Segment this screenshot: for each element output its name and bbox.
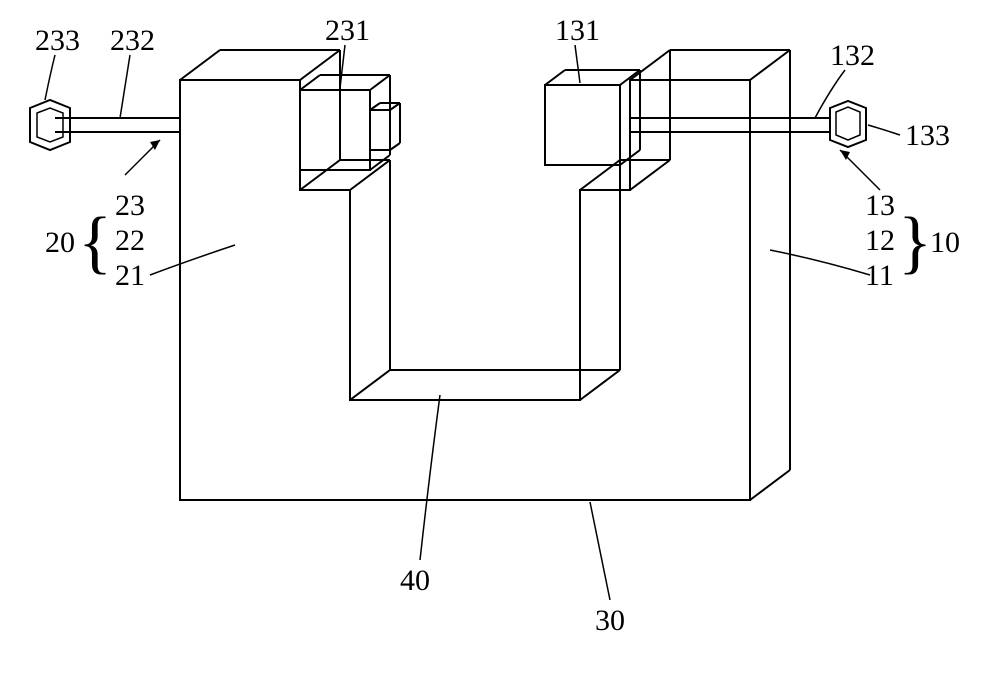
edge [580,370,620,400]
label-131: 131 [555,14,600,47]
edge [630,50,670,80]
brace-right: } [898,204,932,281]
edge [630,160,670,190]
nut-133-inner [836,107,860,140]
edge [390,143,400,150]
label-232: 232 [110,24,155,57]
edge [350,370,390,400]
label-12: 12 [865,224,895,257]
label-13: 13 [865,189,895,222]
edge [180,50,220,80]
label-11: 11 [865,259,894,292]
brace-left: { [78,204,112,281]
edge [370,103,380,110]
leader-40 [420,395,440,560]
label-21: 21 [115,259,145,292]
leader-233 [45,55,55,100]
label-231: 231 [325,14,370,47]
label-10: 10 [930,226,960,259]
block-131-front [545,85,620,165]
label-23: 23 [115,189,145,222]
label-133: 133 [905,119,950,152]
edge [370,75,390,90]
leader-133 [868,125,900,135]
leader-131 [575,45,580,83]
block-231-front [300,90,370,170]
leader-11 [770,250,870,275]
edge [545,70,565,85]
edge [390,103,400,110]
base-front-outline [180,80,750,500]
label-20: 20 [45,226,75,259]
edge [750,50,790,80]
leader-232 [120,55,130,118]
leader-21 [150,245,235,275]
label-132: 132 [830,39,875,72]
label-30: 30 [595,604,625,637]
label-233: 233 [35,24,80,57]
label-40: 40 [400,564,430,597]
diagram-svg: 233 232 231 131 132 133 23 22 21 { 20 13… [0,0,1000,684]
block-231-tip [370,110,390,150]
leader-30 [590,502,610,600]
label-22: 22 [115,224,145,257]
edge [300,160,340,190]
nut-233-inner [37,108,63,142]
edge [750,470,790,500]
